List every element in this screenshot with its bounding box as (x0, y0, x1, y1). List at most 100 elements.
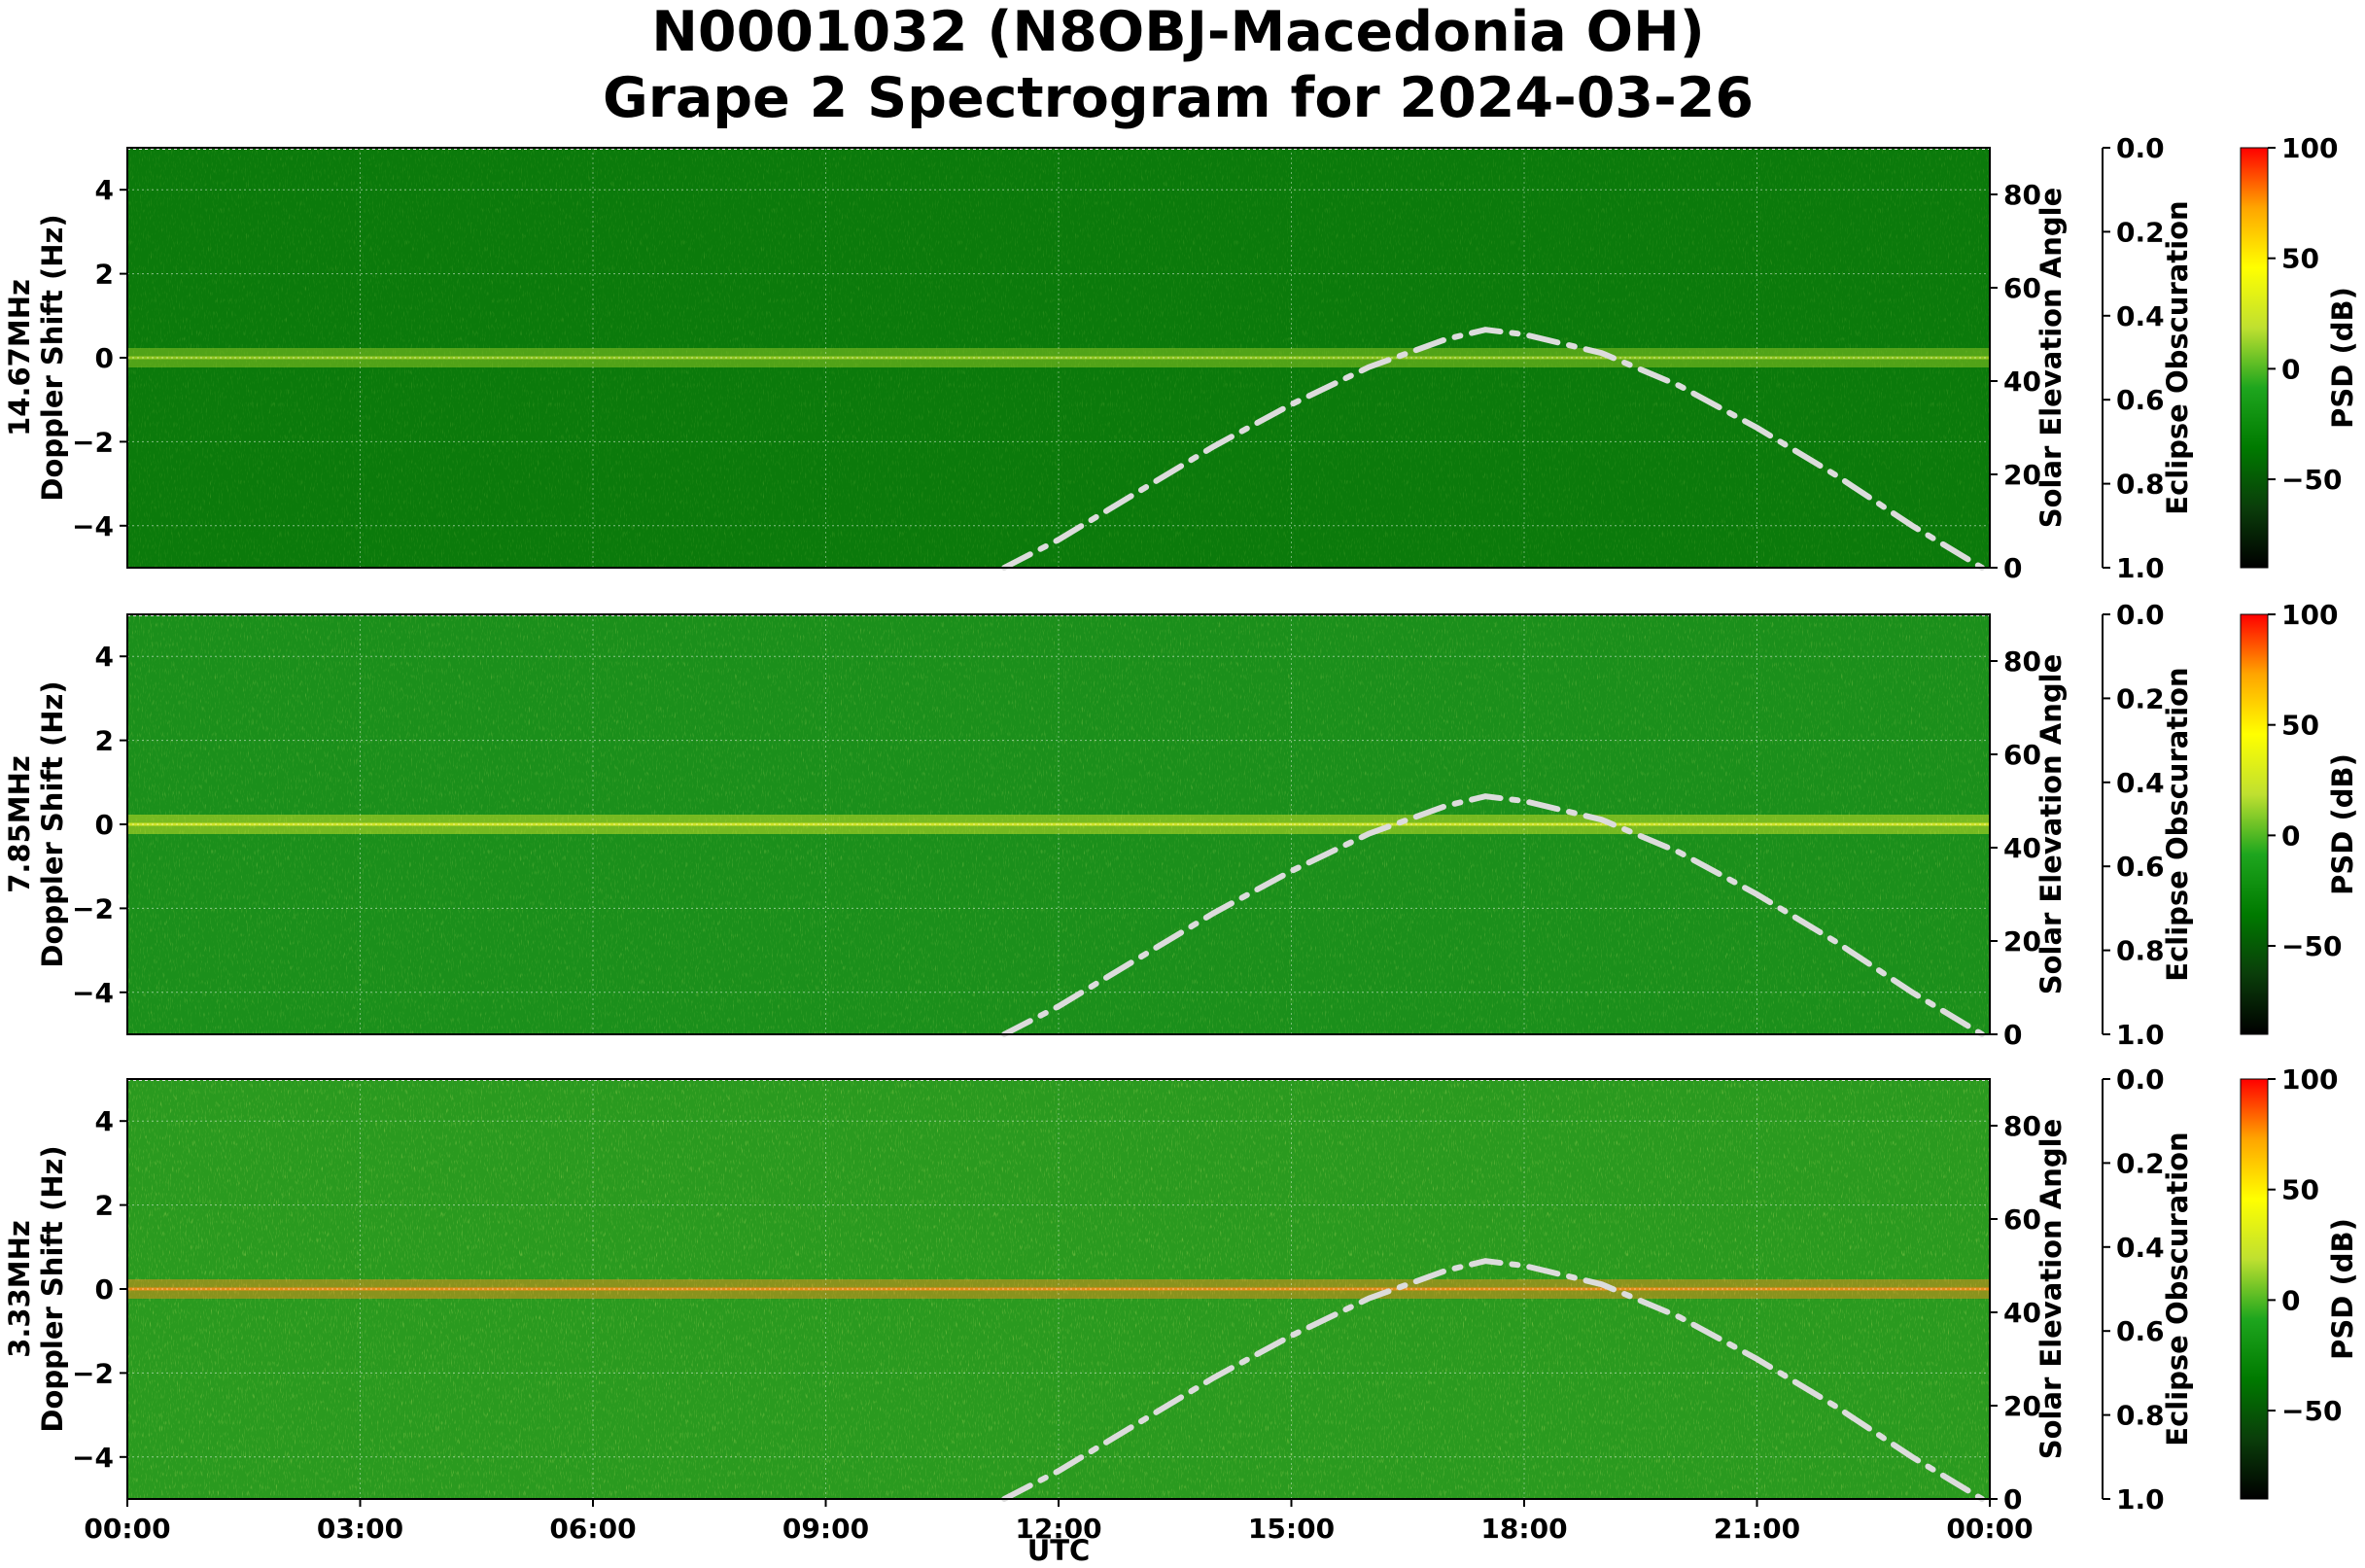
x-axis-label: UTC (1027, 1534, 1091, 1567)
elevation-axis-label: Solar Elevation Angle (2035, 188, 2068, 529)
elevation-tick-label: 0 (2003, 552, 2022, 584)
eclipse-tick-label: 0.0 (2116, 1063, 2165, 1096)
elevation-axis-label: Solar Elevation Angle (2035, 1119, 2068, 1460)
y-tick-label: 4 (95, 1105, 114, 1137)
eclipse-tick-label: 0.4 (2116, 1232, 2165, 1264)
panel-3: 420−2−43.33MHz Doppler Shift (Hz)80604020… (3, 1063, 2359, 1516)
panel-y-axis-label: Doppler Shift (Hz) (36, 1145, 69, 1432)
colorbar-tick-label: 50 (2281, 710, 2319, 742)
y-tick-label: −2 (72, 892, 114, 924)
colorbar-tick-label: −50 (2281, 464, 2342, 496)
elevation-tick-label: 60 (2003, 739, 2041, 771)
colorbar (2240, 147, 2269, 569)
elevation-tick-label: 0 (2003, 1019, 2022, 1051)
colorbar-tick-label: −50 (2281, 930, 2342, 962)
y-tick-label: 0 (95, 342, 114, 374)
colorbar (2240, 1078, 2269, 1500)
panel-frequency-label: 3.33MHz (3, 1220, 36, 1358)
eclipse-tick-label: 1.0 (2116, 552, 2165, 584)
eclipse-tick-label: 0.4 (2116, 767, 2165, 799)
y-tick-label: 0 (95, 809, 114, 841)
eclipse-tick-label: 0.8 (2116, 469, 2165, 501)
panel-y-axis-label: Doppler Shift (Hz) (36, 214, 69, 501)
panel-1: 420−2−414.67MHz Doppler Shift (Hz)8060402… (3, 132, 2359, 584)
eclipse-tick-label: 0.6 (2116, 384, 2165, 416)
y-tick-label: 0 (95, 1273, 114, 1306)
colorbar-tick-label: 50 (2281, 243, 2319, 275)
y-tick-label: 4 (95, 174, 114, 206)
x-tick-label: 18:00 (1480, 1513, 1567, 1545)
colorbar-tick-label: 0 (2281, 1284, 2300, 1316)
x-tick-label: 12:00 (1015, 1513, 1101, 1545)
elevation-axis-label: Solar Elevation Angle (2035, 654, 2068, 995)
y-tick-label: 2 (95, 259, 114, 291)
y-tick-label: 2 (95, 1190, 114, 1222)
colorbar-tick-label: 100 (2281, 132, 2338, 164)
elevation-tick-label: 40 (2003, 832, 2041, 864)
elevation-tick-label: 40 (2003, 366, 2041, 398)
eclipse-tick-label: 0.6 (2116, 851, 2165, 883)
elevation-tick-label: 20 (2003, 459, 2041, 491)
eclipse-axis-label: Eclipse Obscuration (2161, 1132, 2194, 1446)
x-tick-label: 15:00 (1248, 1513, 1335, 1545)
colorbar-label: PSD (dB) (2326, 1218, 2359, 1360)
chart-title-line1: N0001032 (N8OBJ-Macedonia OH) (651, 0, 1705, 64)
solar-elevation-curve (1001, 793, 1986, 1037)
x-tick-label: 00:00 (1946, 1513, 2033, 1545)
panel-2: 420−2−47.85MHz Doppler Shift (Hz)80604020… (3, 599, 2359, 1051)
y-tick-label: 2 (95, 725, 114, 757)
eclipse-tick-label: 0.8 (2116, 935, 2165, 967)
y-tick-label: −2 (72, 1357, 114, 1389)
eclipse-tick-label: 0.4 (2116, 300, 2165, 332)
eclipse-tick-label: 0.2 (2116, 216, 2165, 248)
elevation-tick-label: 80 (2003, 179, 2041, 211)
x-tick-label: 03:00 (317, 1513, 403, 1545)
panel-frequency-label: 14.67MHz (3, 279, 36, 436)
colorbar-label: PSD (dB) (2326, 287, 2359, 429)
y-tick-label: 4 (95, 641, 114, 673)
elevation-tick-label: 80 (2003, 645, 2041, 678)
eclipse-tick-label: 0.0 (2116, 599, 2165, 631)
elevation-tick-label: 0 (2003, 1483, 2022, 1516)
solar-elevation-curve (1001, 1258, 1986, 1502)
elevation-tick-label: 20 (2003, 1390, 2041, 1422)
elevation-tick-label: 40 (2003, 1297, 2041, 1329)
colorbar-tick-label: 50 (2281, 1174, 2319, 1206)
x-tick-label: 21:00 (1714, 1513, 1800, 1545)
eclipse-tick-label: 1.0 (2116, 1483, 2165, 1516)
elevation-tick-label: 20 (2003, 925, 2041, 958)
eclipse-tick-label: 0.2 (2116, 1147, 2165, 1179)
panel-y-axis-label: Doppler Shift (Hz) (36, 680, 69, 967)
colorbar-tick-label: 0 (2281, 353, 2300, 385)
x-tick-label: 09:00 (783, 1513, 869, 1545)
eclipse-tick-label: 0.8 (2116, 1400, 2165, 1432)
eclipse-axis-label: Eclipse Obscuration (2161, 667, 2194, 981)
y-tick-label: −4 (72, 510, 114, 542)
panels-container: 420−2−414.67MHz Doppler Shift (Hz)8060402… (3, 132, 2359, 1516)
colorbar-tick-label: 0 (2281, 819, 2300, 852)
eclipse-tick-label: 0.2 (2116, 682, 2165, 714)
chart-title-line2: Grape 2 Spectrogram for 2024-03-26 (603, 66, 1754, 130)
colorbar-tick-label: −50 (2281, 1395, 2342, 1427)
elevation-tick-label: 60 (2003, 1203, 2041, 1236)
y-tick-label: −4 (72, 977, 114, 1009)
solar-elevation-curve (1001, 327, 1986, 571)
x-tick-label: 06:00 (549, 1513, 636, 1545)
colorbar (2240, 613, 2269, 1035)
eclipse-axis-label: Eclipse Obscuration (2161, 200, 2194, 514)
eclipse-tick-label: 1.0 (2116, 1019, 2165, 1051)
panel-frequency-label: 7.85MHz (3, 755, 36, 893)
x-ticks: 00:00 03:00 06:00 09:00 12:00 15:00 18:00 21:00… (84, 1499, 2034, 1545)
eclipse-tick-label: 0.6 (2116, 1315, 2165, 1347)
x-axis: 00:00 03:00 06:00 09:00 12:00 15:00 18:00 21:00… (84, 1499, 2034, 1567)
colorbar-tick-label: 100 (2281, 599, 2338, 631)
x-tick-label: 00:00 (84, 1513, 170, 1545)
elevation-tick-label: 80 (2003, 1110, 2041, 1142)
y-tick-label: −2 (72, 426, 114, 458)
eclipse-tick-label: 0.0 (2116, 132, 2165, 164)
y-tick-label: −4 (72, 1442, 114, 1474)
colorbar-label: PSD (dB) (2326, 753, 2359, 895)
colorbar-tick-label: 100 (2281, 1063, 2338, 1096)
elevation-tick-label: 60 (2003, 272, 2041, 304)
